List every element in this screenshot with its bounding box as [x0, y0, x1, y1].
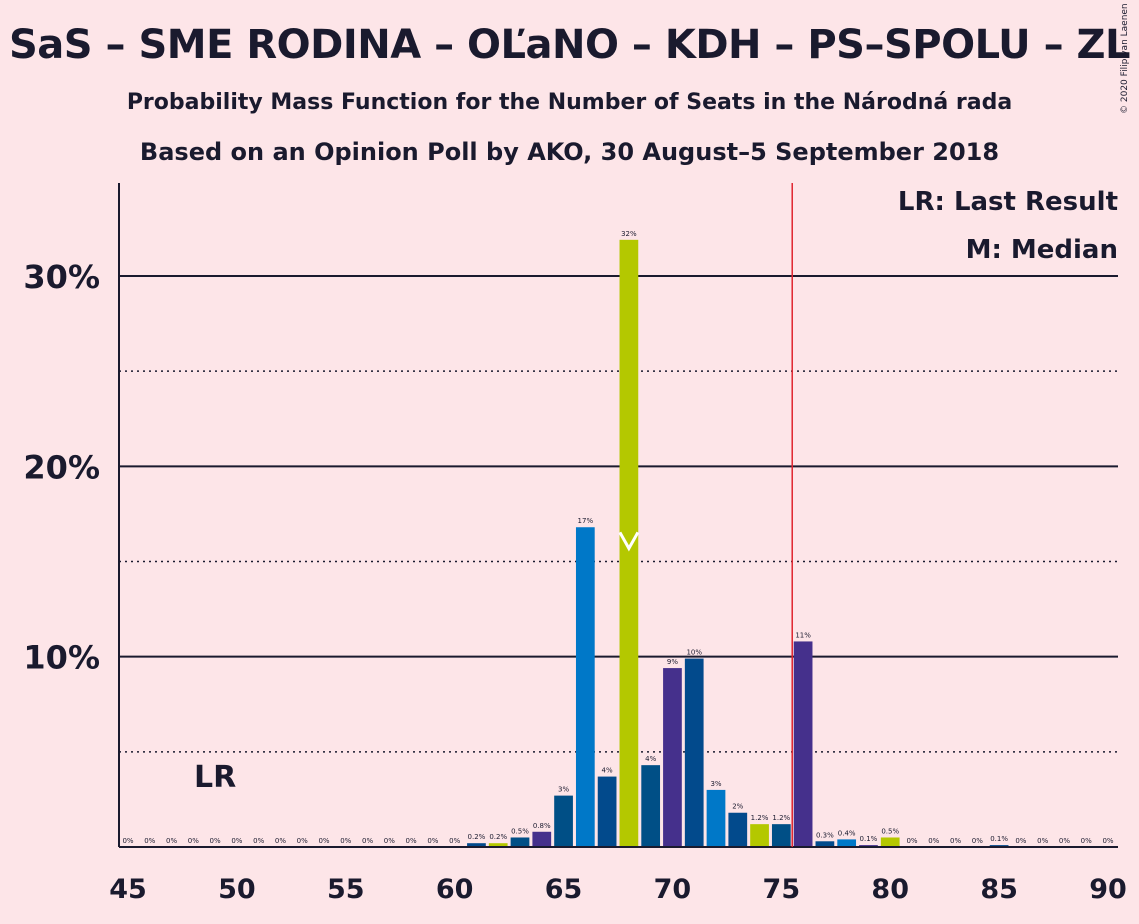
- bar-value-label: 0.5%: [511, 827, 529, 835]
- chart-overlays: LR LR: Last Result M: Median: [194, 183, 1118, 847]
- bar-value-label: 0%: [231, 837, 242, 845]
- bar-value-label: 1.2%: [772, 814, 790, 822]
- bar-value-label: 1.2%: [751, 814, 769, 822]
- bar-value-label: 0.2%: [468, 833, 486, 841]
- bar: [641, 765, 661, 847]
- last-result-label: LR: [194, 760, 236, 795]
- bar-value-labels: 0% 0% 0% 0% 0% 0% 0% 0% 0% 0% 0% 0% 0% 0% 0% 0% 0.2% 0.2%…: [122, 230, 1113, 845]
- bar-value-label: 0%: [1059, 837, 1070, 845]
- bar-value-label: 4%: [645, 755, 656, 763]
- chart-title: SaS – SME RODINA – OĽaNO – KDH – PS–SPOL…: [9, 22, 1130, 68]
- bar-value-label: 0%: [1102, 837, 1113, 845]
- x-tick-label: 55: [327, 874, 365, 905]
- x-tick-label: 80: [871, 874, 909, 905]
- bar-value-label: 17%: [578, 517, 594, 525]
- bar: [771, 824, 791, 847]
- x-tick-label: 65: [545, 874, 583, 905]
- x-tick-label: 75: [763, 874, 801, 905]
- bar-value-label: 0%: [210, 837, 221, 845]
- bar-value-label: 0%: [340, 837, 351, 845]
- bar-value-label: 0%: [427, 837, 438, 845]
- bar-value-label: 0%: [1081, 837, 1092, 845]
- bar-value-label: 0%: [318, 837, 329, 845]
- bar-value-label: 0.3%: [816, 831, 834, 839]
- bar-value-label: 11%: [795, 631, 811, 639]
- bar-value-label: 0%: [297, 837, 308, 845]
- bar-value-label: 3%: [558, 786, 569, 794]
- bar-value-label: 0%: [384, 837, 395, 845]
- bar: [619, 239, 639, 847]
- x-tick-label: 85: [980, 874, 1018, 905]
- bar-value-label: 0.1%: [860, 835, 878, 843]
- bar: [837, 839, 857, 847]
- bar: [793, 641, 813, 847]
- bar: [510, 837, 530, 847]
- bar-value-label: 9%: [667, 658, 678, 666]
- bar-value-label: 2%: [732, 803, 743, 811]
- bar-value-label: 0%: [362, 837, 373, 845]
- bar-value-label: 4%: [602, 767, 613, 775]
- bar-value-label: 0%: [950, 837, 961, 845]
- bar-value-label: 0%: [906, 837, 917, 845]
- bar-value-label: 10%: [686, 649, 702, 657]
- bar: [554, 795, 573, 847]
- bar: [706, 789, 726, 847]
- legend-last-result: LR: Last Result: [898, 187, 1118, 217]
- bar: [663, 668, 682, 847]
- bar: [815, 841, 835, 847]
- bar-value-label: 3%: [710, 780, 721, 788]
- y-tick-label: 20%: [23, 448, 100, 486]
- bar-value-label: 0%: [188, 837, 199, 845]
- bar-value-label: 0.5%: [881, 827, 899, 835]
- bar-value-label: 0%: [144, 837, 155, 845]
- chart-source: Based on an Opinion Poll by AKO, 30 Augu…: [139, 138, 1000, 166]
- bar-value-label: 0%: [1037, 837, 1048, 845]
- x-tick-label: 50: [218, 874, 256, 905]
- x-tick-label: 45: [109, 874, 147, 905]
- bars: [467, 239, 1009, 847]
- bar: [575, 527, 595, 847]
- bar-value-label: 0%: [253, 837, 264, 845]
- bar-value-label: 0%: [972, 837, 983, 845]
- legend-median: M: Median: [966, 235, 1118, 265]
- chart-subtitle: Probability Mass Function for the Number…: [126, 90, 1013, 115]
- bar: [488, 843, 508, 847]
- bar: [728, 812, 748, 847]
- bar: [684, 658, 704, 847]
- bar-value-label: 0.2%: [489, 833, 507, 841]
- bar: [880, 837, 900, 847]
- bar-value-label: 0%: [275, 837, 286, 845]
- x-tick-label: 90: [1089, 874, 1127, 905]
- bar-value-label: 32%: [621, 230, 637, 238]
- bar-value-label: 0%: [928, 837, 939, 845]
- bar-value-label: 0%: [122, 837, 133, 845]
- bar-value-label: 0.4%: [838, 829, 856, 837]
- bar-value-label: 0.1%: [990, 835, 1008, 843]
- bar: [597, 776, 617, 847]
- axes: 10% 20% 30% 45 50 55 60 65 70 75 80 85 90: [23, 183, 1127, 905]
- bar-value-label: 0%: [166, 837, 177, 845]
- bar: [532, 831, 552, 847]
- y-tick-label: 10%: [23, 639, 100, 677]
- bar: [467, 843, 486, 847]
- x-tick-label: 70: [654, 874, 692, 905]
- bar: [750, 824, 769, 847]
- bar-value-label: 0.8%: [533, 822, 551, 830]
- grid-lines: [119, 275, 1118, 753]
- bar-value-label: 0%: [1015, 837, 1026, 845]
- bar-value-label: 0%: [406, 837, 417, 845]
- median-marker: [618, 531, 640, 552]
- y-tick-label: 30%: [23, 258, 100, 296]
- x-tick-label: 60: [436, 874, 474, 905]
- bar-value-label: 0%: [449, 837, 460, 845]
